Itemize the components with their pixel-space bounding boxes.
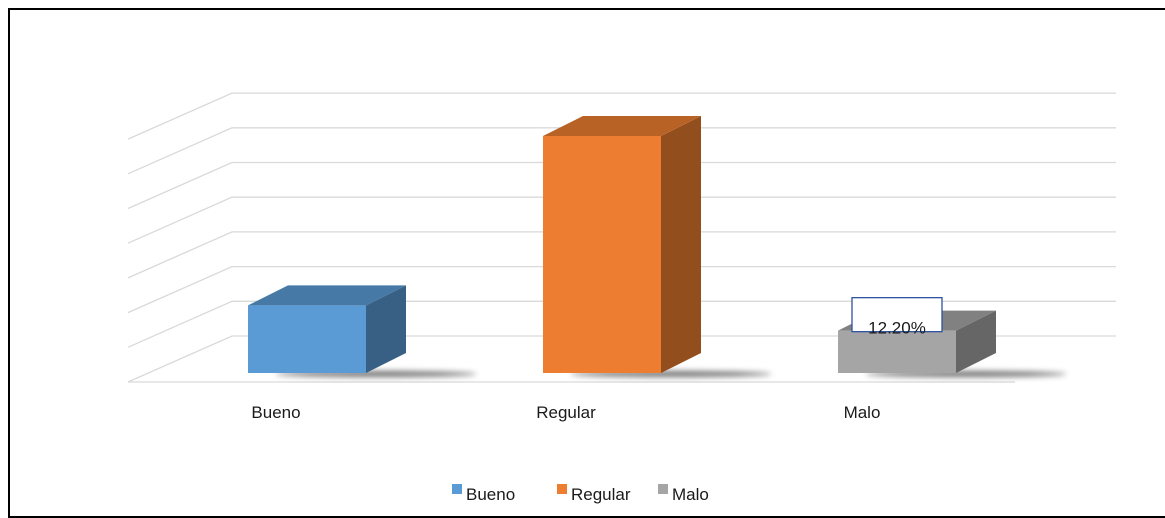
bar-top-face [543,115,701,136]
gridlines [127,92,1116,383]
gridline [127,92,1116,140]
bar-malo: 12.20% [838,297,1067,377]
legend-swatch [658,484,668,494]
legend: Bueno Regular Malo [452,484,709,504]
bar-top-face [248,285,406,306]
bar-front-face [543,135,661,373]
data-label-box [851,297,943,333]
category-label-regular: Regular [536,403,596,422]
legend-label: Malo [672,485,709,504]
bar-bueno [248,285,477,377]
bar-side-face [956,310,996,373]
gridline [127,127,1116,175]
category-labels: Bueno Regular Malo [251,403,880,422]
legend-item-bueno: Bueno [452,484,515,504]
legend-label: Bueno [466,485,515,504]
legend-swatch [452,484,462,494]
gridline [127,231,1116,279]
bar-side-face [366,285,406,373]
data-label: 12.20% [868,319,926,338]
gridline [127,161,1116,210]
category-label-bueno: Bueno [251,403,300,422]
legend-item-regular: Regular [557,484,631,504]
bar-regular [543,115,772,377]
gridline [127,335,1116,383]
gridline [127,300,1116,348]
gridline [127,265,1116,314]
bar-side-face [661,115,701,374]
category-label-malo: Malo [844,403,881,422]
bars: 12.20% [248,115,1067,377]
bar-front-face [838,330,956,373]
bar-front-face [248,305,366,373]
legend-item-malo: Malo [658,484,709,504]
legend-swatch [557,484,567,494]
legend-label: Regular [571,485,631,504]
gridline [127,196,1116,244]
